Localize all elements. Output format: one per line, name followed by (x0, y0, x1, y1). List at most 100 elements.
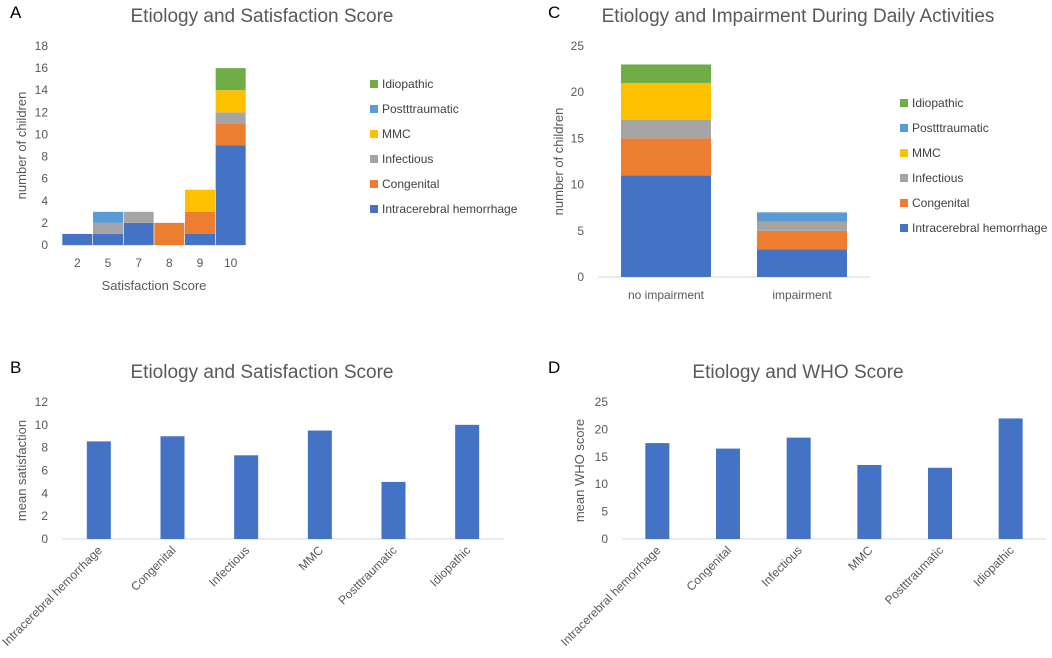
x-tick-label: Congenital (684, 543, 734, 593)
bar-intracerebral-hemorrhage (645, 443, 670, 539)
legend-swatch-infectious (900, 174, 908, 182)
legend-swatch-postttraumatic (900, 124, 908, 132)
bar-infectious-5 (93, 222, 123, 234)
y-tick-label: 12 (35, 395, 49, 409)
chart-panel-b: B Etiology and Satisfaction Score 0 2 4 6 8 10 1… (0, 358, 504, 649)
y-tick-label: 6 (41, 172, 48, 186)
bar-intracerebral-hemorrhage (86, 441, 111, 539)
y-tick-label: 8 (41, 441, 48, 455)
y-tick-label: 14 (35, 83, 49, 97)
y-tick-label: 10 (571, 178, 585, 192)
y-tick-label: 10 (595, 477, 609, 491)
x-tick-label: Idiopathic (427, 543, 473, 589)
bar-idiopathic (455, 424, 480, 539)
chart-title: Etiology and Satisfaction Score (131, 6, 394, 27)
y-axis-label: mean satisfaction (14, 420, 29, 521)
panel-letter: C (548, 3, 560, 22)
y-tick-label: 0 (41, 532, 48, 546)
y-tick-label: 2 (41, 216, 48, 230)
x-tick-label: 7 (135, 256, 142, 270)
bar-postttraumatic-5 (93, 211, 123, 223)
panel-letter: B (10, 358, 21, 377)
legend-label-congenital: Congenital (912, 196, 969, 210)
legend-swatch-congenital (900, 199, 908, 207)
y-tick-label: 5 (601, 505, 608, 519)
y-tick-label: 20 (595, 422, 609, 436)
bar-mmc (307, 430, 332, 539)
legend-swatch-intracerebral-hemorrhage (370, 205, 378, 213)
y-tick-label: 4 (41, 486, 48, 500)
bar-mmc-10 (215, 90, 246, 113)
bar-congenital-8 (154, 222, 185, 245)
y-axis-label: number of children (551, 108, 566, 216)
legend-label-idiopathic: Idiopathic (912, 96, 963, 110)
y-tick-label: 0 (41, 238, 48, 252)
y-tick-label: 25 (571, 39, 585, 53)
x-tick-label: MMC (845, 543, 875, 573)
bar-congenital-no-impairment (621, 138, 711, 176)
x-tick-label: Idiopathic (971, 543, 1017, 589)
x-tick-label: Infectious (759, 543, 805, 589)
bar-congenital-impairment (757, 230, 847, 250)
x-tick-label: 5 (105, 256, 112, 270)
x-tick-label: 10 (224, 256, 238, 270)
chart-panel-c: C Etiology and Impairment During Daily Ac… (548, 3, 1048, 302)
bar-intracerebral-hemorrhage-9 (185, 233, 215, 245)
legend-swatch-mmc (900, 149, 908, 157)
legend-label-intracerebral-hemorrhage: Intracerebral hemorrhage (382, 202, 518, 216)
bar-infectious-impairment (757, 221, 847, 231)
y-tick-label: 0 (577, 270, 584, 284)
y-tick-label: 20 (571, 85, 585, 99)
y-tick-label: 4 (41, 194, 48, 208)
bar-idiopathic-10 (215, 68, 246, 91)
bar-postttraumatic (381, 481, 406, 539)
legend-label-infectious: Infectious (912, 171, 963, 185)
y-tick-label: 25 (595, 395, 609, 409)
y-tick-label: 8 (41, 150, 48, 164)
bar-congenital-9 (185, 211, 215, 234)
legend-label-mmc: MMC (382, 127, 411, 141)
y-tick-label: 15 (571, 131, 585, 145)
chart-title: Etiology and Satisfaction Score (131, 362, 394, 383)
x-tick-label: Intracerebral hemorrhage (0, 543, 105, 649)
legend-swatch-congenital (370, 180, 378, 188)
bar-postttraumatic (928, 467, 952, 539)
x-tick-label: Postttraumatic (335, 543, 399, 607)
y-tick-label: 5 (577, 224, 584, 238)
legend-label-postttraumatic: Postttraumatic (382, 102, 459, 116)
x-tick-label: no impairment (628, 288, 705, 302)
legend-swatch-infectious (370, 155, 378, 163)
bar-infectious (786, 437, 811, 539)
chart-title: Etiology and Impairment During Daily Act… (602, 6, 995, 27)
legend-swatch-mmc (370, 130, 378, 138)
bar-idiopathic-no-impairment (621, 64, 711, 83)
legend-swatch-postttraumatic (370, 105, 378, 113)
y-tick-label: 0 (601, 532, 608, 546)
legend-swatch-idiopathic (900, 99, 908, 107)
legend-swatch-idiopathic (370, 80, 378, 88)
legend-label-intracerebral-hemorrhage: Intracerebral hemorrhage (912, 221, 1048, 235)
x-tick-label: Intracerebral hemorrhage (558, 543, 664, 649)
legend-label-infectious: Infectious (382, 152, 433, 166)
bar-infectious (234, 455, 259, 539)
bar-intracerebral-hemorrhage-impairment (757, 249, 847, 277)
chart-panel-d: D Etiology and WHO Score 0 5 10 15 20 25 mean WH… (548, 358, 1046, 649)
x-tick-label: 9 (197, 256, 204, 270)
bar-congenital-10 (215, 123, 246, 146)
panel-letter: A (10, 3, 22, 22)
x-axis-label: Satisfaction Score (102, 278, 207, 293)
x-tick-label: impairment (772, 288, 832, 302)
legend-label-mmc: MMC (912, 146, 941, 160)
x-tick-label: Infectious (206, 543, 252, 589)
y-tick-label: 2 (41, 509, 48, 523)
bar-mmc-9 (185, 189, 215, 212)
panel-letter: D (548, 358, 560, 377)
bar-congenital (716, 448, 740, 539)
y-tick-label: 12 (35, 105, 49, 119)
x-tick-label: Congenital (128, 543, 178, 593)
bar-infectious-no-impairment (621, 119, 711, 139)
bar-infectious-7 (123, 211, 154, 223)
bar-intracerebral-hemorrhage-7 (123, 222, 154, 245)
legend-swatch-intracerebral-hemorrhage (900, 224, 908, 232)
